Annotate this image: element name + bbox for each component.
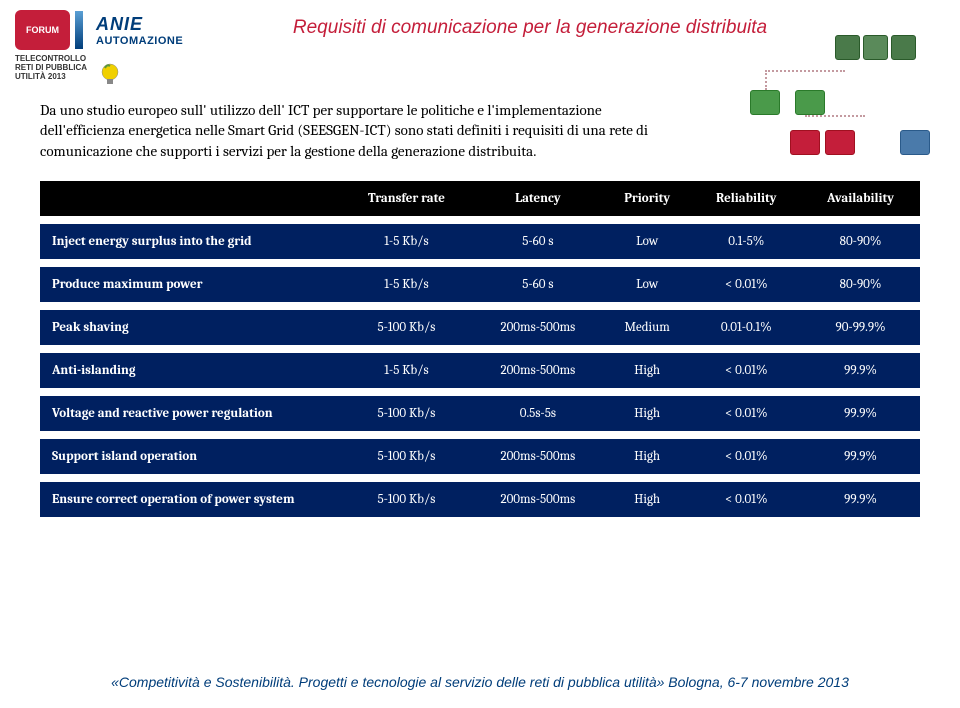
footer-quote: «Competitività e Sostenibilità. (111, 674, 295, 690)
col-latency: Latency (473, 181, 603, 220)
anie-brand: ANIE (96, 14, 183, 35)
cell: Peak shaving (40, 306, 340, 349)
cell: High (603, 435, 692, 478)
cell: 5-100 Kb/s (340, 435, 473, 478)
cell: 80-90% (801, 263, 920, 306)
cell: Ensure correct operation of power system (40, 478, 340, 521)
cell: Produce maximum power (40, 263, 340, 306)
col-blank (40, 181, 340, 220)
cell: < 0.01% (691, 349, 801, 392)
cell: Inject energy surplus into the grid (40, 220, 340, 263)
cell: 200ms-500ms (473, 349, 603, 392)
connector-2 (805, 115, 865, 130)
cell: < 0.01% (691, 435, 801, 478)
cell: 200ms-500ms (473, 478, 603, 521)
table-body: Inject energy surplus into the grid 1-5 … (40, 220, 920, 521)
network-diagram (750, 30, 930, 160)
cell: Anti-islanding (40, 349, 340, 392)
cell: Low (603, 263, 692, 306)
cell: 1-5 Kb/s (340, 349, 473, 392)
cell: < 0.01% (691, 263, 801, 306)
page-footer: «Competitività e Sostenibilità. Progetti… (0, 674, 960, 690)
cell: High (603, 478, 692, 521)
table-header-row: Transfer rate Latency Priority Reliabili… (40, 181, 920, 220)
cell: 0.01-0.1% (691, 306, 801, 349)
connector-1 (765, 70, 845, 90)
cell: Medium (603, 306, 692, 349)
requirements-table: Transfer rate Latency Priority Reliabili… (40, 181, 920, 525)
cell: 80-90% (801, 220, 920, 263)
node-green-1 (750, 90, 780, 115)
cell: 5-60 s (473, 263, 603, 306)
monitor-icon (891, 35, 916, 60)
cell: Low (603, 220, 692, 263)
anie-logo: ANIE AUTOMAZIONE (96, 14, 183, 47)
cell: 5-100 Kb/s (340, 478, 473, 521)
table-row: Voltage and reactive power regulation 5-… (40, 392, 920, 435)
cell: 200ms-500ms (473, 435, 603, 478)
table-row: Produce maximum power 1-5 Kb/s 5-60 s Lo… (40, 263, 920, 306)
col-availability: Availability (801, 181, 920, 220)
node-green-2 (795, 90, 825, 115)
anie-sub: AUTOMAZIONE (96, 35, 183, 47)
cell: 5-100 Kb/s (340, 306, 473, 349)
cell: 1-5 Kb/s (340, 220, 473, 263)
col-priority: Priority (603, 181, 692, 220)
cell: Voltage and reactive power regulation (40, 392, 340, 435)
cell: 99.9% (801, 435, 920, 478)
cell: High (603, 349, 692, 392)
node-red-2 (825, 130, 855, 155)
cell: < 0.01% (691, 392, 801, 435)
cell: 99.9% (801, 392, 920, 435)
table-row: Anti-islanding 1-5 Kb/s 200ms-500ms High… (40, 349, 920, 392)
cell: 5-60 s (473, 220, 603, 263)
cell: < 0.01% (691, 478, 801, 521)
intro-paragraph: Da uno studio europeo sull' utilizzo del… (40, 100, 680, 161)
col-transfer: Transfer rate (340, 181, 473, 220)
forum-label: FORUM (26, 25, 59, 35)
table-row: Ensure correct operation of power system… (40, 478, 920, 521)
cell: 90-99.9% (801, 306, 920, 349)
logo-block: FORUM ANIE AUTOMAZIONE (15, 10, 183, 50)
cell: 5-100 Kb/s (340, 392, 473, 435)
footer-rest: Progetti e tecnologie al servizio delle … (295, 674, 849, 690)
forum-badge: FORUM (15, 10, 70, 50)
server-cluster (830, 30, 920, 65)
cell: 1-5 Kb/s (340, 263, 473, 306)
anie-bar (75, 11, 83, 49)
bulb-icon (100, 62, 120, 87)
telecontrollo-l3: UTILITÀ 2013 (15, 73, 87, 82)
cell: 0.5s-5s (473, 392, 603, 435)
telecontrollo-block: TELECONTROLLO RETI DI PUBBLICA UTILITÀ 2… (15, 55, 87, 81)
col-reliability: Reliability (691, 181, 801, 220)
table-row: Support island operation 5-100 Kb/s 200m… (40, 435, 920, 478)
cell: 99.9% (801, 349, 920, 392)
server-icon (835, 35, 860, 60)
cell: Support island operation (40, 435, 340, 478)
cell: 0.1-5% (691, 220, 801, 263)
gear-icon (863, 35, 888, 60)
node-red-1 (790, 130, 820, 155)
node-blue (900, 130, 930, 155)
cell: High (603, 392, 692, 435)
cell: 99.9% (801, 478, 920, 521)
table-row: Inject energy surplus into the grid 1-5 … (40, 220, 920, 263)
table-row: Peak shaving 5-100 Kb/s 200ms-500ms Medi… (40, 306, 920, 349)
cell: 200ms-500ms (473, 306, 603, 349)
